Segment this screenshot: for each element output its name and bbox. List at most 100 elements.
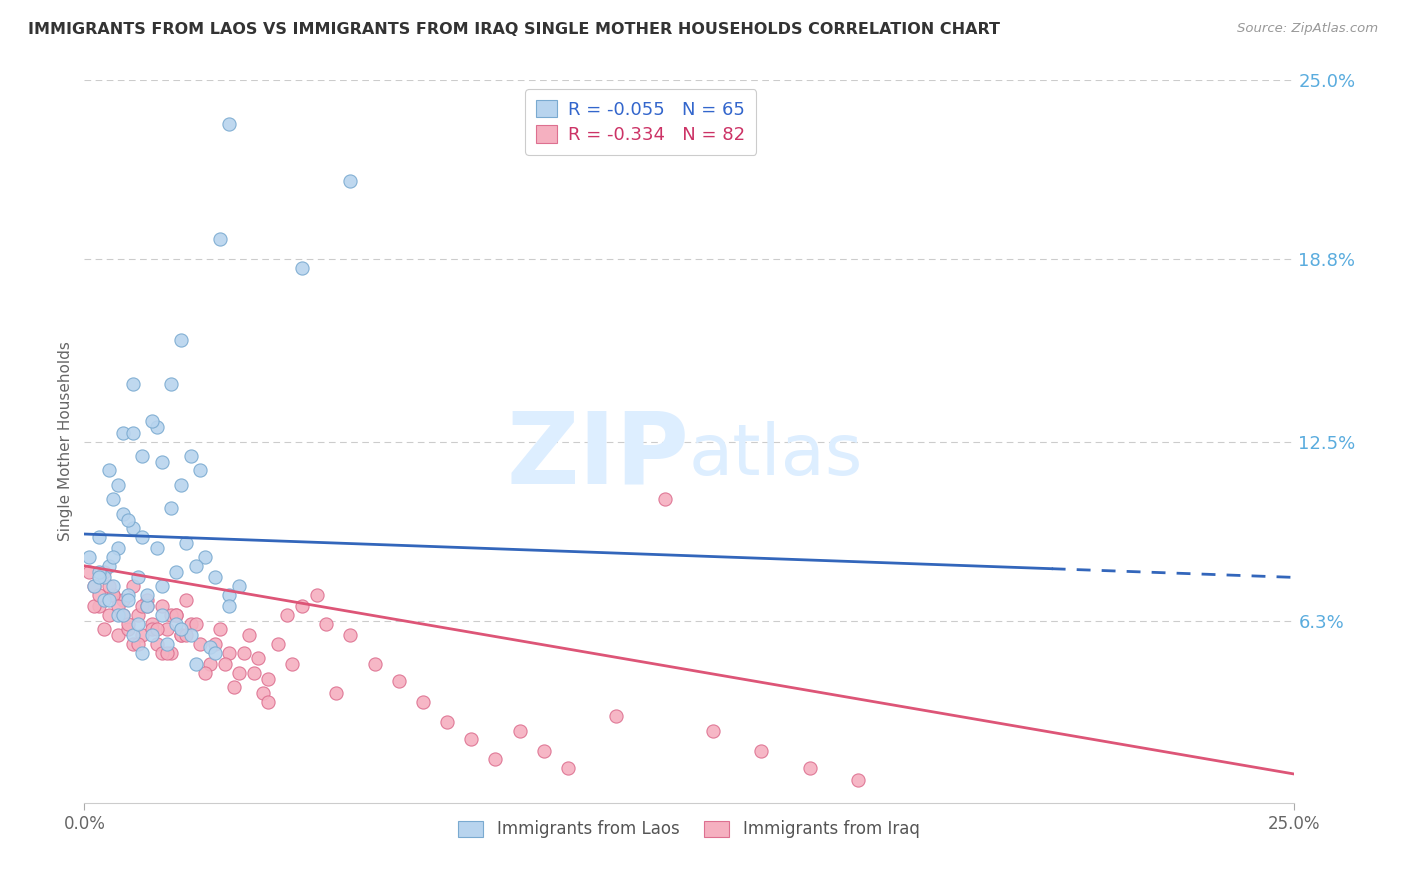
Y-axis label: Single Mother Households: Single Mother Households (58, 342, 73, 541)
Point (136, 599, 159, 614)
Point (165, 607, 187, 622)
Point (605, 709, 627, 723)
Point (242, 665, 264, 680)
Point (121, 521, 143, 535)
Point (112, 607, 135, 622)
Point (121, 425, 143, 440)
Point (702, 723, 724, 738)
Point (146, 637, 169, 651)
Point (117, 512, 139, 526)
Text: ZIP: ZIP (506, 408, 689, 505)
Point (174, 535, 197, 549)
Point (281, 657, 304, 671)
Point (127, 637, 149, 651)
Point (208, 232, 231, 246)
Point (107, 628, 129, 642)
Point (170, 334, 193, 348)
Point (112, 507, 135, 521)
Point (484, 752, 506, 766)
Point (218, 117, 240, 131)
Point (131, 530, 153, 544)
Point (180, 616, 202, 631)
Point (257, 672, 280, 686)
Point (97, 607, 120, 622)
Point (155, 637, 177, 651)
Point (146, 623, 169, 637)
Point (184, 657, 207, 671)
Point (165, 607, 187, 622)
Point (228, 665, 250, 680)
Point (87, 530, 110, 544)
Point (218, 599, 240, 614)
Point (214, 657, 236, 671)
Point (150, 607, 173, 622)
Point (204, 646, 226, 660)
Point (136, 593, 159, 607)
Point (141, 623, 163, 637)
Point (121, 628, 143, 642)
Point (325, 686, 347, 700)
Point (174, 593, 197, 607)
Point (654, 492, 676, 507)
Point (208, 623, 231, 637)
Point (103, 588, 125, 602)
Point (198, 640, 221, 654)
Point (131, 449, 153, 463)
Point (180, 628, 202, 642)
Point (131, 646, 153, 660)
Point (112, 425, 135, 440)
Point (103, 588, 125, 602)
Point (224, 680, 246, 694)
Point (107, 607, 129, 622)
Point (194, 550, 217, 565)
Point (121, 376, 143, 391)
Point (190, 637, 212, 651)
Point (233, 646, 256, 660)
Point (112, 593, 135, 607)
Point (112, 607, 135, 622)
Point (799, 761, 821, 775)
Point (93, 570, 115, 584)
Point (160, 646, 183, 660)
Point (117, 588, 139, 602)
Point (238, 628, 260, 642)
Point (107, 541, 129, 556)
Text: atlas: atlas (689, 422, 863, 491)
Point (136, 599, 159, 614)
Point (93, 565, 115, 579)
Point (276, 607, 298, 622)
Point (412, 695, 434, 709)
Point (388, 674, 411, 689)
Point (103, 579, 125, 593)
Point (117, 593, 139, 607)
Point (509, 723, 531, 738)
Point (107, 599, 129, 614)
Point (121, 579, 143, 593)
Point (87, 570, 110, 584)
Point (150, 579, 173, 593)
Point (267, 637, 290, 651)
Point (305, 588, 328, 602)
Point (77, 550, 100, 565)
Point (315, 616, 337, 631)
Point (150, 599, 173, 614)
Point (533, 744, 555, 758)
Point (160, 501, 183, 516)
Point (141, 414, 163, 428)
Point (165, 616, 187, 631)
Point (97, 463, 120, 477)
Point (190, 463, 212, 477)
Point (97, 579, 120, 593)
Point (127, 616, 149, 631)
Point (363, 657, 385, 671)
Point (146, 420, 169, 434)
Point (103, 492, 125, 507)
Point (557, 761, 579, 775)
Legend: Immigrants from Laos, Immigrants from Iraq: Immigrants from Laos, Immigrants from Ir… (451, 814, 927, 845)
Point (155, 646, 177, 660)
Point (117, 623, 139, 637)
Point (170, 478, 193, 492)
Point (170, 628, 193, 642)
Point (174, 628, 197, 642)
Point (150, 455, 173, 469)
